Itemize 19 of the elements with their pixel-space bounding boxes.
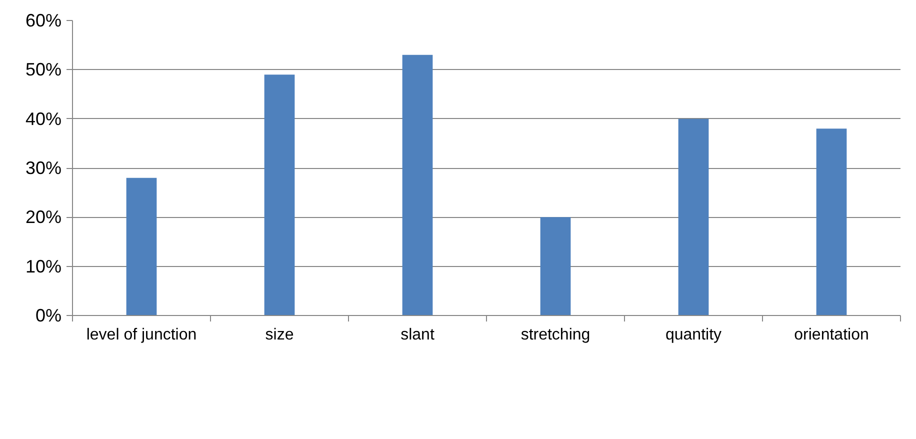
y-tick-label: 20% — [25, 207, 62, 228]
bar — [264, 74, 295, 316]
x-tick-label: orientation — [794, 326, 869, 344]
x-tick-label: slant — [400, 326, 435, 344]
bar — [126, 178, 157, 316]
bar — [678, 118, 709, 316]
y-tick-label: 40% — [25, 108, 62, 129]
bar — [816, 128, 847, 316]
y-tick-label: 0% — [35, 306, 62, 326]
x-tick-label: level of junction — [86, 326, 197, 344]
y-tick-label: 30% — [25, 158, 62, 178]
y-tick-label: 10% — [25, 256, 62, 276]
bar — [402, 54, 433, 316]
bar — [540, 217, 571, 316]
y-tick-label: 50% — [25, 60, 62, 80]
y-tick-label: 60% — [25, 10, 62, 30]
x-tick-label: stretching — [520, 326, 590, 344]
x-tick-label: quantity — [665, 326, 722, 344]
x-tick-label: size — [265, 326, 294, 344]
